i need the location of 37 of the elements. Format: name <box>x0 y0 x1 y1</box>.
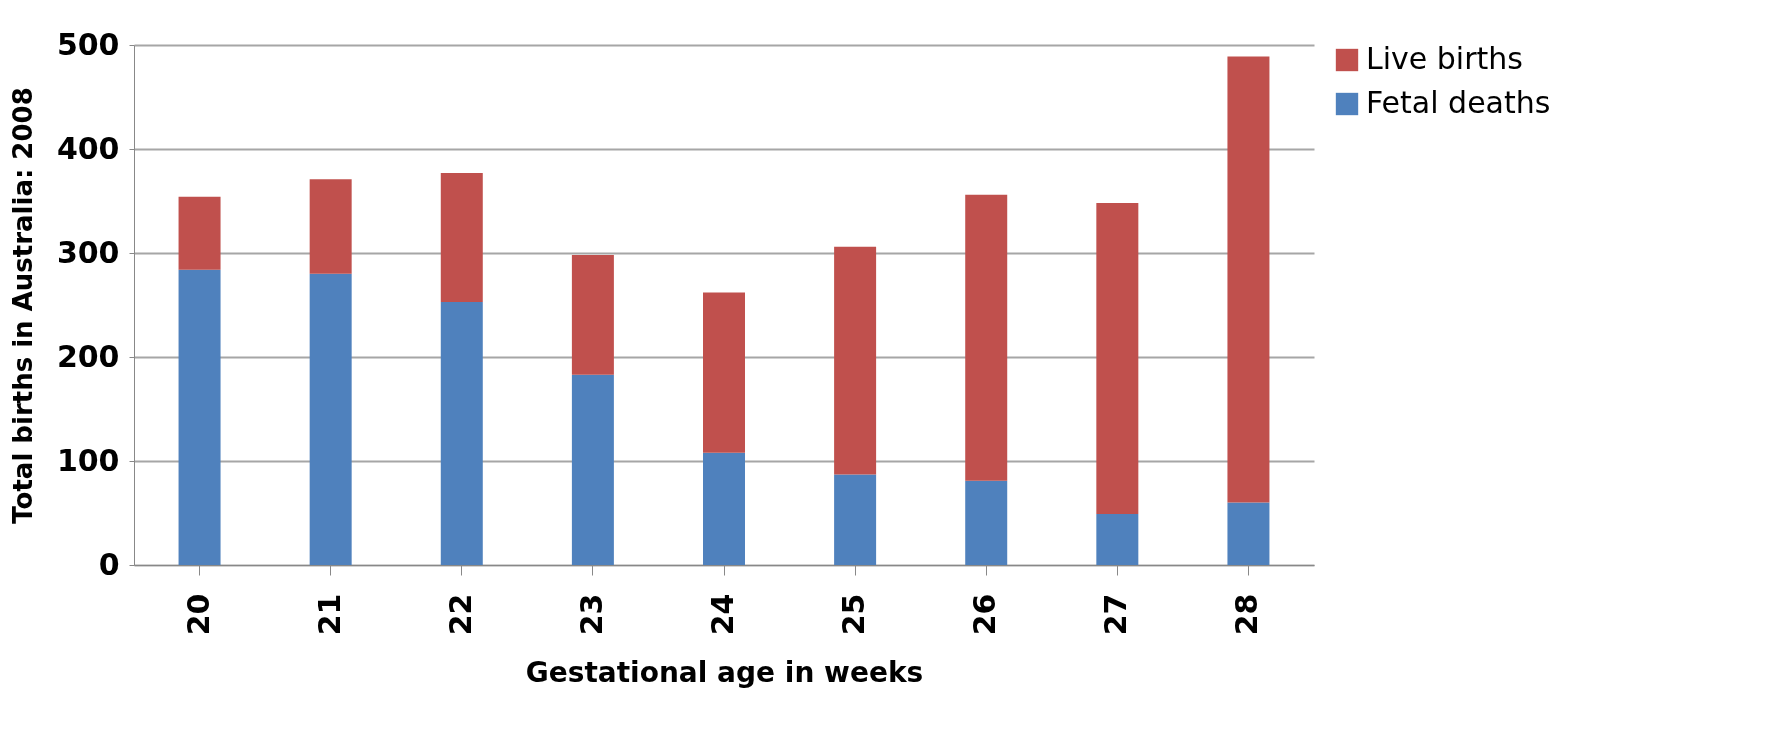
bar <box>1096 514 1139 565</box>
bar <box>965 480 1008 565</box>
bar <box>1096 203 1139 515</box>
x-tick-label: 23 <box>573 593 609 636</box>
bar <box>309 179 352 274</box>
bar <box>309 273 352 565</box>
y-tick-label: 0 <box>98 546 120 582</box>
bar <box>1227 502 1270 565</box>
bar <box>1227 56 1270 503</box>
y-tick-label: 500 <box>56 26 120 62</box>
legend-label: Fetal deaths <box>1366 85 1551 120</box>
bar <box>834 474 877 565</box>
bar <box>440 172 483 302</box>
x-tick-label: 28 <box>1229 593 1265 636</box>
x-tick-label: 24 <box>705 593 740 636</box>
x-tick-label: 25 <box>836 593 872 636</box>
bar <box>703 452 745 565</box>
bar <box>178 269 221 565</box>
x-tick-label: 27 <box>1098 593 1134 636</box>
bar <box>440 301 483 565</box>
bar <box>571 255 614 375</box>
y-tick-label: 300 <box>56 234 120 270</box>
y-axis-title: Total births in Australia: 2008 <box>7 87 38 524</box>
x-tick-label: 22 <box>442 593 478 636</box>
x-tick-label: 20 <box>180 593 216 636</box>
bar <box>834 246 877 475</box>
y-tick-label: 100 <box>56 442 120 478</box>
y-tick-label: 200 <box>56 338 120 374</box>
bar <box>703 292 745 453</box>
x-tick-label: 26 <box>967 593 1003 636</box>
bar <box>571 374 614 565</box>
x-tick-label: 21 <box>311 593 347 636</box>
bar <box>965 194 1008 481</box>
bar <box>178 196 221 270</box>
y-tick-label: 400 <box>56 130 120 166</box>
legend-label: Live births <box>1366 41 1523 76</box>
x-axis-title: Gestational age in weeks <box>525 656 924 690</box>
